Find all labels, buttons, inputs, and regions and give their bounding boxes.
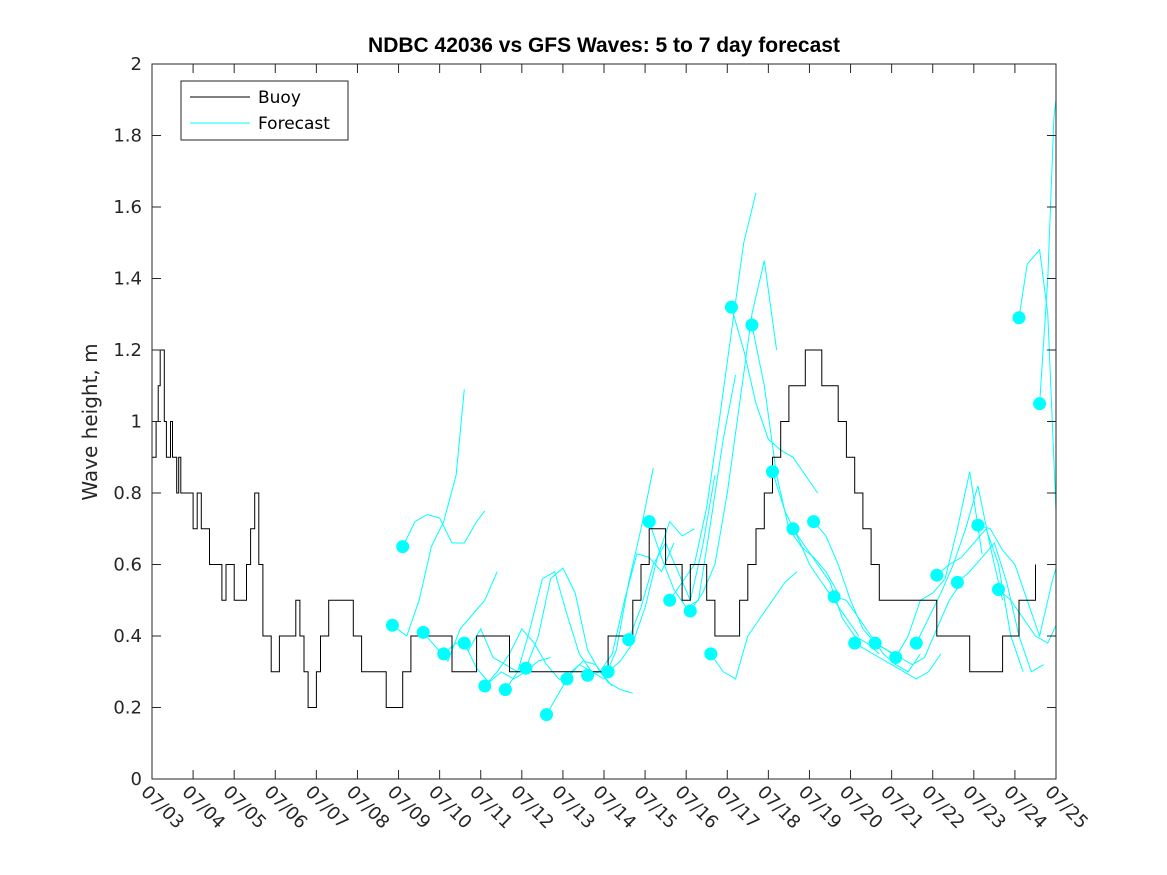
y-tick-label: 0: [131, 769, 142, 790]
forecast-marker: [683, 604, 697, 618]
y-tick-label: 0.4: [113, 626, 142, 647]
forecast-run-line: [546, 660, 633, 715]
forecast-run-line: [392, 389, 465, 637]
forecast-marker: [930, 568, 944, 582]
forecast-run-line: [689, 260, 778, 612]
forecast-marker: [663, 593, 677, 607]
forecast-marker: [868, 636, 882, 650]
forecast-marker: [416, 625, 430, 639]
forecast-run-line: [710, 571, 798, 680]
forecast-marker: [560, 672, 574, 686]
forecast-run-line: [730, 306, 819, 494]
forecast-marker: [498, 683, 512, 697]
plot-area: [152, 64, 1056, 779]
forecast-run-line: [1018, 248, 1057, 511]
forecast-marker: [1012, 311, 1026, 325]
forecast-marker: [786, 522, 800, 536]
forecast-marker: [601, 665, 615, 679]
y-axis: 0 0.2 0.4 0.6 0.8 1 1.2 1.4 1.6 1.8 2: [113, 54, 1056, 790]
forecast-marker: [581, 668, 595, 682]
y-axis-label: Wave height, m: [78, 343, 102, 500]
forecast-run-line: [977, 524, 1057, 638]
forecast-marker: [396, 540, 410, 554]
forecast-run-line: [648, 374, 736, 609]
forecast-marker: [437, 647, 451, 661]
forecast-marker: [385, 618, 399, 632]
forecast-run-line: [402, 510, 486, 547]
forecast-marker: [519, 661, 533, 675]
forecast-marker: [827, 590, 841, 604]
forecast-run-line: [463, 642, 551, 684]
forecast-run-line: [566, 467, 654, 680]
y-tick-label: 1.4: [113, 269, 142, 290]
legend: Buoy Forecast: [180, 80, 349, 141]
y-tick-label: 0.8: [113, 483, 142, 504]
forecast-run-line: [1039, 99, 1057, 404]
forecast-marker: [478, 679, 492, 693]
forecast-marker: [950, 575, 964, 589]
buoy-line: [152, 349, 1036, 708]
forecast-marker: [766, 465, 779, 479]
forecast-run-line: [772, 471, 860, 637]
forecast-marker: [457, 636, 471, 650]
forecast-marker: [540, 708, 553, 722]
forecast-run-line: [628, 475, 716, 640]
forecast-marker: [889, 651, 903, 664]
forecast-marker: [992, 583, 1005, 596]
forecast-run-line: [504, 570, 593, 690]
forecast-marker: [642, 515, 656, 529]
forecast-run-line: [854, 642, 942, 680]
forecast-series: [392, 99, 1057, 715]
y-tick-label: 1.6: [113, 197, 142, 218]
forecast-marker: [909, 636, 923, 650]
y-tick-label: 2: [131, 54, 142, 75]
forecast-run-line: [936, 527, 1024, 672]
forecast-run-line: [915, 485, 1004, 644]
forecast-run-line: [895, 471, 983, 658]
forecast-run-line: [587, 542, 675, 676]
forecast-run-line: [607, 520, 695, 673]
chart-title: NDBC 42036 vs GFS Waves: 5 to 7 day fore…: [368, 34, 840, 57]
y-tick-label: 0.6: [113, 555, 142, 576]
y-tick-label: 1: [131, 412, 142, 433]
legend-buoy-label: Buoy: [258, 88, 301, 108]
forecast-marker: [1033, 397, 1047, 411]
forecast-markers: [385, 300, 1047, 722]
legend-box: [180, 80, 349, 141]
forecast-marker: [704, 647, 718, 661]
forecast-run-line: [669, 192, 757, 601]
forecast-marker: [622, 633, 636, 647]
forecast-marker: [724, 300, 738, 314]
buoy-series: [152, 349, 1036, 708]
forecast-run-line: [998, 589, 1057, 644]
forecast-marker: [745, 318, 759, 332]
legend-forecast-label: Forecast: [258, 114, 330, 134]
forecast-marker: [971, 518, 985, 532]
forecast-marker: [848, 636, 862, 650]
forecast-run-line: [957, 541, 1044, 673]
forecast-run-line: [751, 324, 839, 594]
forecast-run-line: [874, 582, 962, 666]
y-tick-label: 1.2: [113, 340, 142, 361]
y-tick-label: 0.2: [113, 698, 142, 719]
y-tick-label: 1.8: [113, 126, 142, 147]
forecast-marker: [807, 515, 821, 529]
forecast-run-line: [422, 571, 498, 662]
